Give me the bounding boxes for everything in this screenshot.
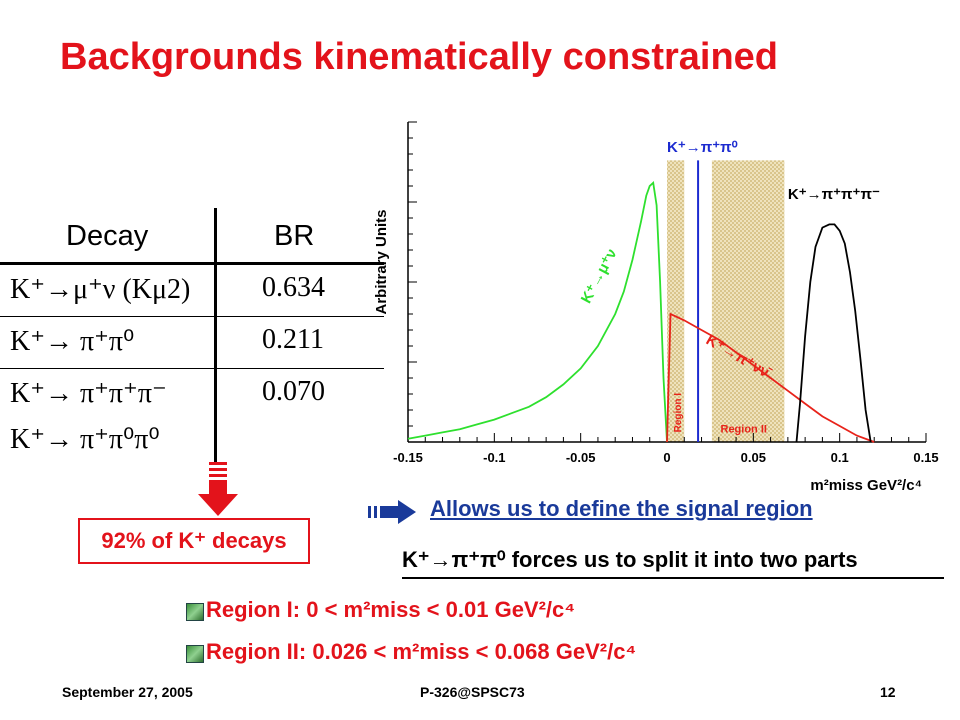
table-header-decay: Decay <box>66 220 149 252</box>
footer-page-number: 12 <box>880 684 896 700</box>
x-tick-label: 0.1 <box>831 450 849 465</box>
y-axis-label: Arbitrary Units <box>373 209 390 314</box>
slide-title: Backgrounds kinematically constrained <box>60 36 779 78</box>
series-line-3 <box>795 223 872 443</box>
split-region-underline <box>402 577 944 579</box>
signal-region-link-text: Allows us to define the signal region <box>430 496 813 521</box>
table-cell-br: 0.634 <box>262 272 325 303</box>
region-ii-range: 0.026 < m²miss < 0.068 GeV²/c⁴ <box>312 639 637 664</box>
x-tick-label: -0.15 <box>393 450 423 465</box>
right-arrow-icon <box>368 500 416 524</box>
table-header-br: BR <box>274 220 315 252</box>
x-tick-label: -0.05 <box>566 450 596 465</box>
shaded-region-2 <box>711 160 785 442</box>
table-header-rule <box>0 262 384 265</box>
x-tick-label: 0.15 <box>913 450 938 465</box>
region-i-label: Region I: <box>206 597 301 622</box>
table-cell-br: 0.211 <box>262 324 324 355</box>
footer-presentation-id: P-326@SPSC73 <box>420 684 525 700</box>
x-tick-label: 0 <box>663 450 670 465</box>
annotation-label-2: K⁺→π⁺π⁺π⁻ <box>788 186 880 203</box>
table-cell-br: 0.070 <box>262 376 325 407</box>
table-row-rule <box>0 316 384 317</box>
table-cell-decay: K⁺→ π⁺π⁺π⁻ <box>10 378 167 409</box>
m2miss-distribution-chart: Arbitrary Units -0.15 -0.1 -0.05 0 0.05 0.1 0.… <box>373 121 939 494</box>
down-arrow-icon <box>198 462 238 516</box>
region-ii-label: Region II: <box>206 639 307 664</box>
table-cell-decay: K⁺→ π⁺π⁰ <box>10 326 135 357</box>
series-line-1 <box>407 180 668 443</box>
region-ii-line: Region II: 0.026 < m²miss < 0.068 GeV²/c… <box>206 639 636 665</box>
bullet-icon <box>186 603 204 621</box>
annotation-label-1: K⁺→π⁺π⁰ <box>667 139 738 156</box>
summary-box: 92% of K⁺ decays <box>78 518 310 564</box>
annotation-label-5: Region I <box>673 393 684 433</box>
table-cell-decay: K⁺→ π⁺π⁰π⁰ <box>10 424 160 455</box>
annotation-label-3: K⁺→μ⁺ν <box>578 246 621 306</box>
table-column-rule <box>214 208 217 464</box>
region-i-range: 0 < m²miss < 0.01 GeV²/c⁴ <box>306 597 576 622</box>
table-cell-decay: K⁺→μ⁺ν (Kμ2) <box>10 274 191 305</box>
annotation-label-6: Region II <box>721 423 767 435</box>
x-tick-label: -0.1 <box>483 450 505 465</box>
split-region-text: K⁺→π⁺π⁰ forces us to split it into two p… <box>402 547 858 572</box>
x-tick-label: 0.05 <box>741 450 766 465</box>
shaded-region-1 <box>667 160 685 442</box>
table-row-rule <box>0 368 384 369</box>
footer-date: September 27, 2005 <box>62 684 193 700</box>
bullet-icon <box>186 645 204 663</box>
region-i-line: Region I: 0 < m²miss < 0.01 GeV²/c⁴ <box>206 597 575 623</box>
x-axis-label: m²miss GeV²/c⁴ <box>810 477 922 494</box>
series-line-2 <box>666 312 875 443</box>
